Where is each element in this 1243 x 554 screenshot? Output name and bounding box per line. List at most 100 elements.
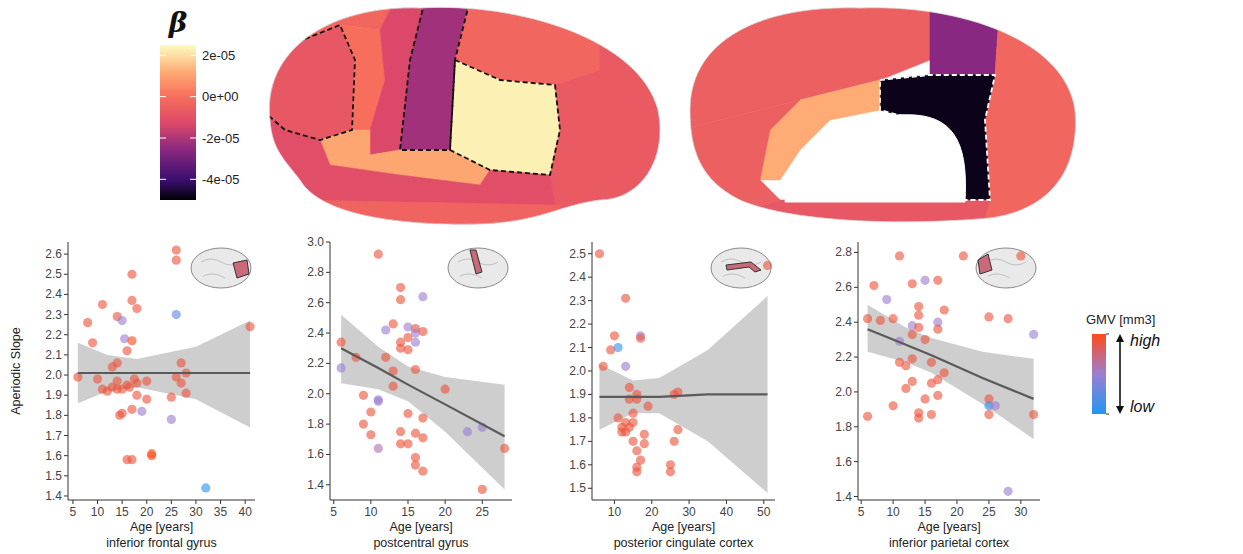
data-point (132, 391, 141, 400)
data-point (132, 378, 141, 387)
data-point (876, 316, 885, 325)
data-point (167, 415, 176, 424)
data-point (940, 305, 949, 314)
colorbar-tick (160, 138, 166, 139)
data-point (182, 389, 191, 398)
x-axis (330, 500, 512, 501)
data-point (381, 325, 390, 334)
data-point (118, 316, 127, 325)
inset-brain (976, 248, 1036, 288)
brain-region (550, 0, 672, 232)
colorbar-label: 0e+00 (202, 89, 239, 104)
inset-brain (448, 248, 508, 288)
panel-title: postcentral gyrus (373, 536, 468, 550)
data-point (418, 327, 427, 336)
y-tick (854, 496, 858, 497)
x-axis-title: Age [years] (130, 520, 193, 534)
x-tick (146, 500, 147, 504)
data-point (113, 358, 122, 367)
y-tick (326, 393, 330, 394)
data-point (1029, 410, 1038, 419)
data-point (863, 412, 872, 421)
x-tick (763, 500, 764, 504)
x-tick-label: 50 (757, 505, 771, 519)
highlight-outline (450, 60, 560, 175)
data-point (418, 413, 427, 422)
y-tick-label: 2.6 (307, 296, 324, 310)
regression-line (868, 329, 1034, 399)
data-point (374, 444, 383, 453)
x-tick-label: 30 (1014, 505, 1028, 519)
x-tick (445, 500, 446, 504)
data-point (93, 374, 102, 383)
highlight-outline (262, 25, 355, 140)
data-point (914, 413, 923, 422)
x-tick-label: 20 (438, 505, 452, 519)
brain-region (680, 200, 990, 232)
data-point (98, 300, 107, 309)
data-point (914, 302, 923, 311)
x-tick (220, 500, 221, 504)
y-tick-label: 1.6 (45, 449, 62, 463)
confidence-band (599, 296, 767, 493)
y-tick (588, 394, 592, 395)
data-point (920, 335, 929, 344)
x-tick (370, 500, 371, 504)
data-point (927, 410, 936, 419)
y-tick-label: 2.0 (835, 385, 852, 399)
y-tick (326, 242, 330, 243)
data-point (959, 251, 968, 260)
y-tick (854, 287, 858, 288)
y-tick-label: 1.8 (45, 408, 62, 422)
y-tick (64, 334, 68, 335)
y-tick-label: 2.1 (569, 341, 586, 355)
confidence-band (78, 321, 250, 428)
data-point (177, 358, 186, 367)
y-tick-label: 1.8 (307, 417, 324, 431)
x-tick-label: 25 (476, 505, 490, 519)
x-tick (122, 500, 123, 504)
y-tick (64, 274, 68, 275)
y-tick-label: 1.8 (569, 411, 586, 425)
regression-line (341, 348, 504, 436)
y-tick-label: 1.6 (307, 447, 324, 461)
data-point (636, 456, 645, 465)
y-tick-label: 2.3 (45, 308, 62, 322)
x-tick-label: 15 (401, 505, 415, 519)
colorbar-tick (190, 96, 196, 97)
y-tick-label: 2.4 (569, 270, 586, 284)
highlight-outline (400, 0, 470, 150)
data-point (914, 323, 923, 332)
y-tick (588, 300, 592, 301)
gmv-arrow-head (1116, 334, 1124, 342)
colorbar-tick (190, 55, 196, 56)
data-point (933, 325, 942, 334)
x-tick-label: 20 (140, 505, 154, 519)
data-point (636, 334, 645, 343)
y-tick-label: 2.3 (569, 294, 586, 308)
regression-line (78, 372, 250, 374)
data-point (245, 322, 254, 331)
data-point (127, 405, 136, 414)
data-point (137, 407, 146, 416)
data-point (673, 425, 682, 434)
y-tick-label: 1.7 (45, 429, 62, 443)
data-point (991, 401, 1000, 410)
y-tick-label: 3.0 (307, 235, 324, 249)
data-point (643, 402, 652, 411)
plot-area (73, 245, 254, 492)
plot-area (595, 249, 772, 493)
y-tick-label: 1.7 (569, 434, 586, 448)
data-point (118, 409, 127, 418)
data-point (621, 362, 630, 371)
data-point (621, 294, 630, 303)
data-point (127, 455, 136, 464)
data-point (83, 318, 92, 327)
data-point (132, 304, 141, 313)
y-tick (326, 424, 330, 425)
data-point (411, 365, 420, 374)
brain-outline (269, 7, 660, 224)
y-axis (68, 242, 69, 500)
data-point (396, 283, 405, 292)
data-point (1003, 487, 1012, 496)
